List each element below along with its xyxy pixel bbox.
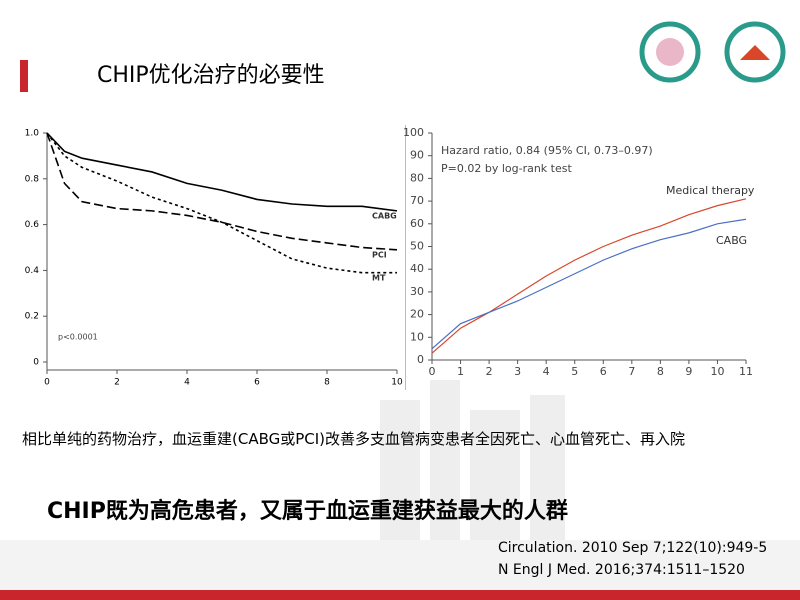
x-tick-label: 1 (457, 365, 464, 378)
x-tick-label: 5 (571, 365, 578, 378)
series-line (431, 218, 747, 350)
x-tick-label: 8 (657, 365, 664, 378)
slide-title: CHIP优化治疗的必要性 (97, 63, 325, 88)
reference: Circulation. 2010 Sep 7;122(10):949-5 (498, 540, 768, 556)
series-label: Medical therapy (666, 184, 755, 197)
annotation: P=0.02 by log-rank test (441, 162, 572, 175)
highlight: CHIP既为高危患者，又属于血运重建获益最大的人群 (47, 499, 568, 524)
series-label: CABG (716, 234, 747, 247)
x-tick-label: 6 (600, 365, 607, 378)
series-line (46, 132, 397, 274)
y-tick-label: 0.6 (25, 220, 40, 230)
y-tick-label: 30 (410, 285, 424, 298)
y-tick-label: 0.2 (25, 312, 39, 322)
y-tick-label: 0.8 (25, 174, 40, 184)
x-tick-label: 9 (685, 365, 692, 378)
x-tick-label: 8 (324, 378, 330, 388)
y-tick-label: 70 (410, 194, 424, 207)
caption: 相比单纯的药物治疗，血运重建(CABG或PCI)改善多支血管病变患者全因死亡、心… (22, 430, 686, 448)
background-city (0, 380, 800, 600)
x-tick-label: 10 (391, 378, 403, 388)
divider (405, 125, 406, 390)
y-tick-label: 1.0 (25, 129, 40, 139)
y-tick-label: 50 (410, 240, 424, 253)
series-label: CABG (372, 212, 397, 221)
x-tick-label: 11 (739, 365, 753, 378)
annotation: p<0.0001 (58, 333, 98, 342)
x-tick-label: 0 (44, 378, 50, 388)
y-tick-label: 0 (417, 353, 424, 366)
series-line (46, 132, 398, 251)
y-tick-label: 60 (410, 217, 424, 230)
x-tick-label: 2 (114, 378, 120, 388)
annotation: Hazard ratio, 0.84 (95% CI, 0.73–0.97) (441, 144, 653, 157)
reference: N Engl J Med. 2016;374:1511–1520 (498, 562, 745, 578)
x-tick-label: 4 (184, 378, 190, 388)
y-tick-label: 20 (410, 308, 424, 321)
x-tick-label: 2 (486, 365, 493, 378)
x-tick-label: 7 (628, 365, 635, 378)
y-tick-label: 90 (410, 149, 424, 162)
series-label: MT (372, 274, 386, 283)
y-tick-label: 80 (410, 171, 424, 184)
y-tick-label: 10 (410, 330, 424, 343)
x-tick-label: 3 (514, 365, 521, 378)
x-tick-label: 0 (429, 365, 436, 378)
y-tick-label: 40 (410, 262, 424, 275)
x-tick-label: 4 (543, 365, 550, 378)
x-tick-label: 10 (710, 365, 724, 378)
y-tick-label: 0 (33, 358, 39, 368)
series-line (46, 132, 398, 212)
series-line (431, 198, 747, 354)
x-tick-label: 6 (254, 378, 260, 388)
title-accent (20, 60, 28, 92)
logos (639, 21, 786, 83)
series-label: PCI (372, 251, 387, 260)
y-tick-label: 100 (403, 126, 424, 139)
y-tick-label: 0.4 (25, 266, 40, 276)
